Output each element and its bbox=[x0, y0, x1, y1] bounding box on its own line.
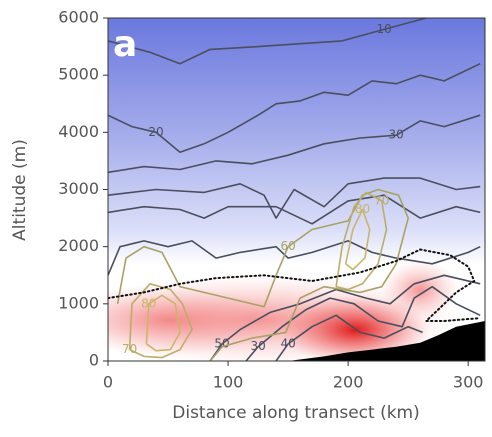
y-tick-label: 6000 bbox=[58, 8, 99, 27]
plot-marks: 10 20 30 50 30 40 60 70 70 80 80 bbox=[108, 18, 485, 361]
contour-line bbox=[108, 240, 481, 276]
field bbox=[108, 18, 485, 361]
contour-line bbox=[108, 18, 427, 65]
x-tick-label: 0 bbox=[103, 373, 113, 392]
contour-label: 20 bbox=[148, 125, 163, 139]
x-axis-label: Distance along transect (km) bbox=[172, 403, 420, 423]
contour-label: 70 bbox=[374, 193, 389, 207]
warm-region bbox=[380, 260, 460, 320]
x-tick-label: 200 bbox=[333, 373, 364, 392]
contour-label: 60 bbox=[280, 239, 295, 253]
contour-line bbox=[108, 177, 481, 219]
contour-label: 10 bbox=[377, 22, 392, 36]
y-tick-label: 2000 bbox=[58, 236, 99, 255]
x-tick-label: 300 bbox=[453, 373, 484, 392]
contour-label: 30 bbox=[389, 128, 404, 142]
x-tick-label: 100 bbox=[213, 373, 244, 392]
contour-line bbox=[108, 194, 481, 225]
y-tick-label: 0 bbox=[89, 351, 99, 370]
terrain bbox=[288, 321, 485, 361]
y-tick-label: 5000 bbox=[58, 65, 99, 84]
contour-line bbox=[344, 208, 371, 271]
y-axis-label: Altitude (m) bbox=[10, 139, 30, 241]
panel-label: a bbox=[113, 24, 137, 65]
contour-line bbox=[108, 62, 481, 154]
contour-line bbox=[275, 314, 423, 361]
y-tick-label: 3000 bbox=[58, 179, 99, 198]
y-tick-label: 1000 bbox=[58, 293, 99, 312]
contour-label: 80 bbox=[355, 202, 370, 216]
contour-label: 30 bbox=[250, 339, 265, 353]
contour-label: 40 bbox=[280, 336, 295, 350]
y-tick-label: 4000 bbox=[58, 122, 99, 141]
boundary-line bbox=[108, 248, 482, 322]
contour-label: 70 bbox=[122, 342, 137, 356]
contour-line bbox=[145, 294, 181, 352]
contour-line bbox=[335, 191, 388, 291]
contour-label: 80 bbox=[141, 296, 156, 310]
contour-line bbox=[209, 274, 481, 361]
contour-line bbox=[116, 188, 410, 361]
contour-line bbox=[108, 114, 481, 174]
contour-label: 50 bbox=[214, 336, 229, 350]
contour-line bbox=[245, 285, 481, 361]
